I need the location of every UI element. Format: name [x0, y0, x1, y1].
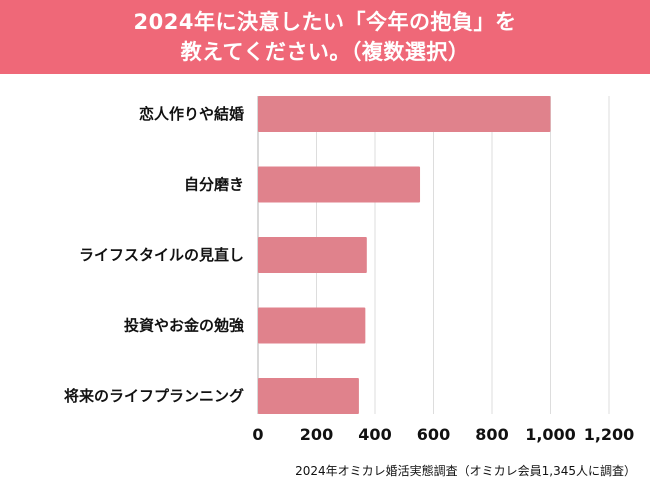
bar — [258, 237, 367, 273]
x-tick-label: 0 — [252, 425, 263, 444]
x-tick-label: 600 — [417, 425, 450, 444]
bar — [258, 307, 366, 344]
chart-title: 2024年に決意したい「今年の抱負」を 教えてください。（複数選択） — [0, 0, 650, 74]
bar — [258, 96, 551, 132]
category-label: 自分磨き — [184, 176, 244, 194]
x-tick-label: 800 — [475, 425, 508, 444]
category-label: ライフスタイルの見直し — [79, 246, 244, 264]
category-label: 恋人作りや結婚 — [139, 105, 244, 123]
title-line-2: 教えてください。（複数選択） — [180, 40, 470, 64]
title-line-1: 2024年に決意したい「今年の抱負」を — [133, 10, 517, 34]
bar — [258, 166, 421, 203]
x-tick-label: 400 — [358, 425, 391, 444]
source-note: 2024年オミカレ婚活実態調査（オミカレ会員1,345人に調査） — [295, 464, 636, 478]
category-label: 将来のライフプランニング — [64, 387, 244, 405]
x-tick-label: 1,200 — [584, 425, 635, 444]
category-label: 投資やお金の勉強 — [124, 317, 244, 335]
x-tick-label: 200 — [300, 425, 333, 444]
x-tick-label: 1,000 — [525, 425, 576, 444]
bar — [258, 378, 359, 414]
